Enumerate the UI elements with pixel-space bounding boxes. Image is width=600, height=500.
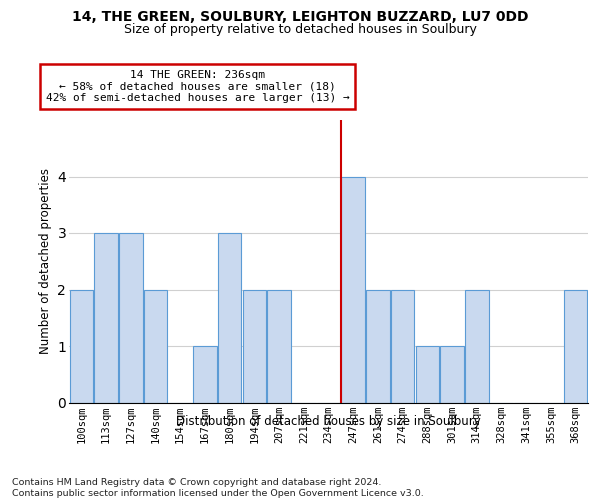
Text: Distribution of detached houses by size in Soulbury: Distribution of detached houses by size …	[176, 415, 481, 428]
Bar	[465, 290, 488, 403]
Bar	[268, 290, 291, 403]
Bar	[218, 233, 241, 402]
Bar	[341, 176, 365, 402]
Bar	[70, 290, 93, 403]
Text: 14, THE GREEN, SOULBURY, LEIGHTON BUZZARD, LU7 0DD: 14, THE GREEN, SOULBURY, LEIGHTON BUZZAR…	[72, 10, 528, 24]
Bar	[94, 233, 118, 402]
Bar	[144, 290, 167, 403]
Bar	[242, 290, 266, 403]
Bar	[564, 290, 587, 403]
Bar	[391, 290, 415, 403]
Text: Contains HM Land Registry data © Crown copyright and database right 2024.
Contai: Contains HM Land Registry data © Crown c…	[12, 478, 424, 498]
Y-axis label: Number of detached properties: Number of detached properties	[39, 168, 52, 354]
Bar	[366, 290, 389, 403]
Bar	[193, 346, 217, 403]
Bar	[119, 233, 143, 402]
Bar	[440, 346, 464, 403]
Bar	[416, 346, 439, 403]
Text: 14 THE GREEN: 236sqm
← 58% of detached houses are smaller (18)
42% of semi-detac: 14 THE GREEN: 236sqm ← 58% of detached h…	[46, 70, 349, 103]
Text: Size of property relative to detached houses in Soulbury: Size of property relative to detached ho…	[124, 22, 476, 36]
